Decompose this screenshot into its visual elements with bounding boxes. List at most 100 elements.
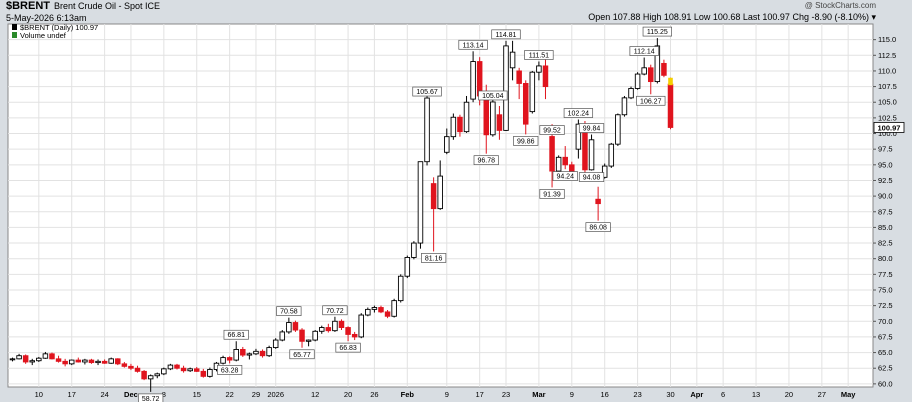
y-tick-label: 82.5 bbox=[878, 239, 893, 248]
candle-body bbox=[305, 339, 312, 342]
candle-body bbox=[667, 83, 674, 128]
y-tick-label: 95.0 bbox=[878, 160, 893, 169]
candle bbox=[516, 67, 522, 100]
y-tick-label: 90.0 bbox=[878, 192, 893, 201]
annotation-box bbox=[491, 29, 521, 40]
candle-body bbox=[62, 360, 68, 365]
candle-body bbox=[424, 97, 430, 163]
price-annotation: 66.81 bbox=[223, 329, 249, 340]
candle bbox=[240, 346, 246, 357]
candle bbox=[101, 359, 108, 364]
candle-body bbox=[68, 359, 75, 365]
price-annotation: 111.51 bbox=[524, 50, 554, 60]
y-tick-label: 67.5 bbox=[878, 332, 893, 341]
x-tick-label: 29 bbox=[252, 390, 260, 399]
x-tick-label: 23 bbox=[633, 390, 641, 399]
price-annotation: 91.39 bbox=[539, 189, 565, 199]
candle bbox=[391, 298, 397, 318]
candle bbox=[470, 51, 476, 103]
candle-body bbox=[595, 198, 601, 205]
price-annotations: 58.72 66.81 63.28 70.58 65.77 70.72 66.83 105.6… bbox=[138, 26, 672, 402]
candle-body bbox=[391, 300, 397, 317]
candle bbox=[187, 367, 193, 372]
x-tick-label: 30 bbox=[666, 390, 674, 399]
candle-body bbox=[615, 114, 621, 145]
candle-body bbox=[29, 360, 35, 363]
annotation-box bbox=[636, 95, 666, 106]
x-tick-label: Apr bbox=[690, 390, 703, 399]
price-annotation: 58.72 bbox=[138, 393, 164, 402]
candle-body bbox=[575, 123, 582, 150]
candle-body bbox=[16, 355, 22, 360]
candle bbox=[29, 358, 35, 366]
candle bbox=[246, 352, 253, 360]
candle bbox=[207, 367, 213, 378]
candle-body bbox=[437, 175, 443, 210]
candle bbox=[279, 330, 286, 342]
x-tick-label: 26 bbox=[370, 390, 378, 399]
price-annotation: 63.28 bbox=[217, 364, 243, 375]
annotation-box bbox=[578, 172, 605, 182]
candle bbox=[325, 323, 332, 333]
last-bar-highlight bbox=[668, 77, 673, 86]
candle bbox=[371, 305, 378, 313]
candle bbox=[332, 316, 338, 332]
candle bbox=[292, 320, 299, 332]
x-tick-label: Dec bbox=[124, 390, 138, 399]
y-tick-label: 110.0 bbox=[878, 66, 896, 75]
candle-body bbox=[226, 357, 233, 361]
annotation-text: 81.16 bbox=[425, 255, 443, 262]
candle bbox=[115, 358, 121, 366]
candle bbox=[358, 313, 364, 339]
candle-body bbox=[299, 329, 305, 342]
candle-body bbox=[82, 359, 88, 363]
candle bbox=[193, 366, 200, 372]
candle bbox=[220, 355, 226, 365]
annotation-box bbox=[335, 342, 361, 353]
annotation-box bbox=[421, 253, 447, 263]
candle-body bbox=[193, 368, 200, 372]
candle bbox=[417, 161, 424, 249]
candle bbox=[95, 359, 101, 366]
annotation-box bbox=[578, 123, 605, 133]
x-tick-label: 17 bbox=[476, 390, 484, 399]
last-price-marker: 100.97 bbox=[873, 122, 905, 133]
candle-body bbox=[641, 67, 647, 75]
candle bbox=[562, 146, 568, 170]
y-tick-label: 87.5 bbox=[878, 207, 893, 216]
candle-body bbox=[180, 367, 187, 372]
symbol-description: Brent Crude Oil - Spot ICE bbox=[54, 1, 161, 11]
price-annotation: 115.25 bbox=[642, 26, 672, 37]
candle-body bbox=[141, 370, 147, 380]
annotation-box bbox=[585, 222, 611, 232]
candle bbox=[654, 38, 661, 84]
price-annotation: 94.08 bbox=[578, 172, 605, 182]
candle-body bbox=[542, 65, 549, 88]
candle-body bbox=[397, 275, 404, 302]
candle bbox=[615, 113, 621, 147]
annotation-text: 99.86 bbox=[517, 138, 535, 145]
y-tick-label: 65.0 bbox=[878, 348, 893, 357]
candle bbox=[365, 307, 371, 317]
ohlc-summary: Open 107.88 High 108.91 Low 100.68 Last … bbox=[588, 12, 876, 22]
legend-swatch-volume bbox=[12, 32, 17, 38]
price-annotation: 70.58 bbox=[276, 306, 302, 317]
annotation-text: 99.52 bbox=[543, 128, 561, 135]
candle bbox=[628, 86, 634, 100]
candle bbox=[200, 368, 207, 378]
x-tick-label: 20 bbox=[344, 390, 352, 399]
price-annotation: 65.77 bbox=[289, 349, 315, 360]
annotation-box bbox=[223, 329, 249, 340]
legend-series-label: $BRENT (Daily) 100.97 bbox=[20, 23, 98, 32]
candle bbox=[36, 356, 42, 362]
candle-body bbox=[608, 143, 615, 167]
y-tick-label: 70.0 bbox=[878, 317, 893, 326]
candle bbox=[305, 339, 312, 347]
candle-body bbox=[240, 348, 246, 356]
candle-body bbox=[417, 161, 424, 244]
annotation-box bbox=[563, 108, 594, 118]
candle bbox=[299, 328, 305, 348]
candle-body bbox=[154, 373, 161, 377]
price-annotation: 105.67 bbox=[412, 86, 442, 97]
